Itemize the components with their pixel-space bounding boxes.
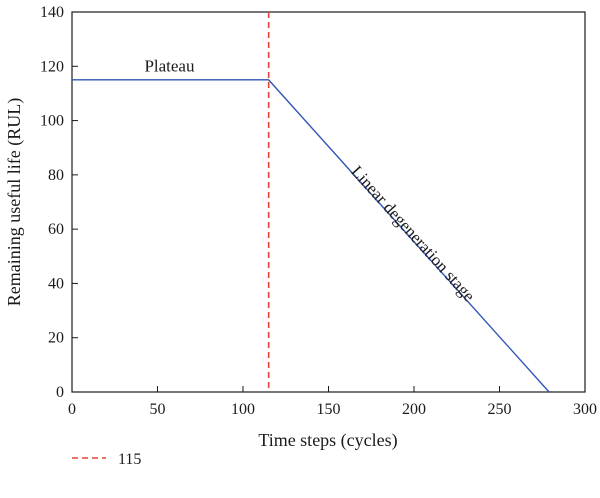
y-tick-label: 140 — [40, 4, 64, 21]
x-tick-label: 200 — [402, 401, 426, 418]
y-tick-label: 80 — [48, 167, 64, 184]
legend: 115 — [72, 451, 141, 468]
x-tick-label: 150 — [317, 401, 341, 418]
legend-label-115: 115 — [118, 451, 141, 468]
y-axis-ticks: 0 20 40 60 80 100 120 140 — [40, 4, 78, 401]
y-axis-label: Remaining useful life (RUL) — [4, 98, 25, 306]
x-axis-label: Time steps (cycles) — [258, 430, 397, 451]
x-tick-label: 250 — [488, 401, 512, 418]
plot-area: 0 20 40 60 80 100 120 140 0 50 100 150 200 250 300 Pl… — [40, 4, 597, 418]
y-tick-label: 100 — [40, 113, 64, 130]
y-tick-label: 40 — [48, 275, 64, 292]
y-tick-label: 120 — [40, 58, 64, 75]
annotation-linear-degeneration: Linear degeneration stage — [347, 162, 478, 305]
y-tick-label: 60 — [48, 221, 64, 238]
annotation-plateau: Plateau — [144, 57, 195, 76]
rul-series-line — [72, 79, 550, 393]
x-tick-label: 300 — [573, 401, 597, 418]
x-tick-label: 100 — [231, 401, 255, 418]
x-tick-label: 0 — [68, 401, 76, 418]
x-tick-label: 50 — [150, 401, 166, 418]
y-tick-label: 0 — [56, 384, 64, 401]
x-axis-ticks: 0 50 100 150 200 250 300 — [68, 386, 597, 418]
y-tick-label: 20 — [48, 330, 64, 347]
